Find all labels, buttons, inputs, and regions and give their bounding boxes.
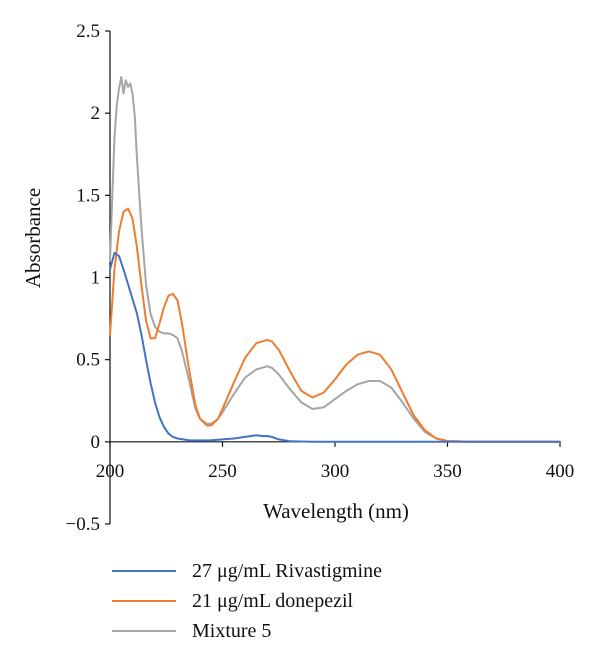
x-axis-title: Wavelength (nm) [263, 499, 409, 523]
y-tick-label: 0 [91, 432, 101, 453]
legend-item: 21 μg/mL donepezil [112, 586, 532, 616]
x-tick-label: 350 [433, 461, 462, 482]
series-line-0 [109, 251, 561, 443]
x-axis: 200 250 300 350 400 [96, 441, 575, 482]
y-tick-label: −0.5 [66, 514, 100, 535]
legend-swatch-rivastigmine [112, 570, 176, 572]
y-axis: 2.5 2 1.5 1 0.5 0 −0.5 [66, 21, 111, 535]
series-line-1 [109, 207, 561, 443]
y-axis-title: Absorbance [21, 188, 45, 288]
legend-swatch-mixture [112, 630, 176, 632]
y-tick-label: 2.5 [76, 21, 100, 42]
legend-label-rivastigmine: 27 μg/mL Rivastigmine [192, 559, 382, 582]
y-tick-label: 1.5 [76, 185, 100, 206]
legend-swatch-donepezil [112, 600, 176, 602]
y-tick-label: 1 [91, 268, 101, 289]
legend-item: 27 μg/mL Rivastigmine [112, 556, 532, 586]
legend-label-mixture: Mixture 5 [192, 619, 272, 642]
x-tick-label: 250 [208, 461, 237, 482]
line-chart: 2.5 2 1.5 1 0.5 0 −0.5 200 250 300 350 400 Absorba… [21, 21, 575, 535]
x-tick-label: 300 [321, 461, 350, 482]
series-line-2 [109, 76, 561, 443]
x-tick-label: 400 [546, 461, 575, 482]
legend-label-donepezil: 21 μg/mL donepezil [192, 589, 354, 612]
x-tick-label: 200 [96, 461, 125, 482]
legend: 27 μg/mL Rivastigmine 21 μg/mL donepezil… [112, 556, 532, 646]
y-tick-label: 0.5 [76, 350, 100, 371]
y-tick-label: 2 [91, 103, 101, 124]
legend-item: Mixture 5 [112, 616, 532, 646]
series-layer [109, 76, 561, 443]
